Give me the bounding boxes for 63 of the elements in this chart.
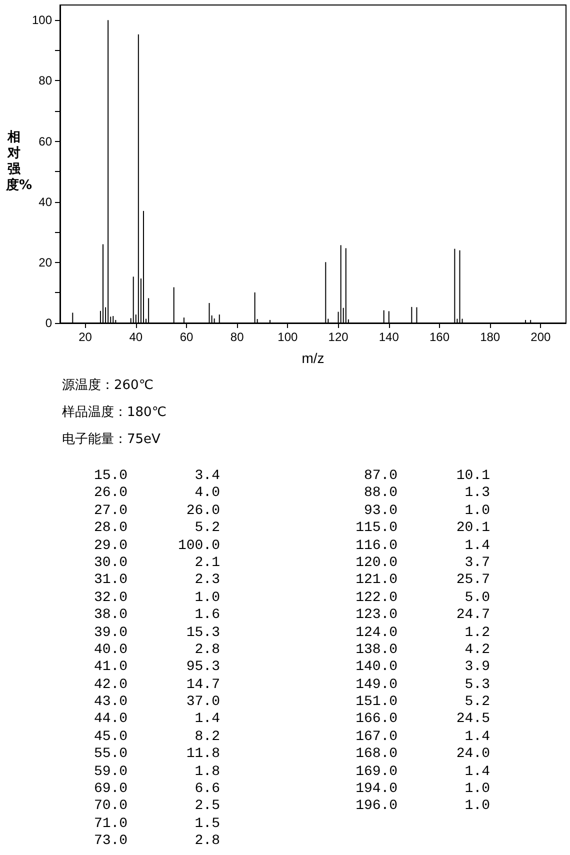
text: 55.0 11.8 [92,746,220,764]
text: 169.0 1.4 [354,764,490,782]
text: 59.0 1.8 [92,764,220,782]
text: 42.0 14.7 [92,676,220,694]
x-tick-label: 200 [530,330,552,344]
text: 39.0 15.3 [92,624,220,642]
x-tick-label: 180 [480,330,500,344]
text: 28.0 5.2 [92,520,220,538]
text: 167.0 1.4 [354,728,490,746]
text: 45.0 8.2 [92,728,220,746]
y-tick-label: 40 [38,194,52,209]
x-tick-label: 80 [230,330,244,344]
text: 166.0 24.5 [354,711,490,729]
x-tick-label: 140 [378,330,400,344]
text: 44.0 1.4 [92,711,220,729]
text: 168.0 24.0 [354,746,490,764]
text: 41.0 95.3 [92,659,220,677]
text: 151.0 5.2 [354,694,490,712]
text: 71.0 1.5 [92,816,220,834]
text: 源温度：260℃ [62,377,154,395]
text: 43.0 37.0 [92,694,220,712]
x-tick-label: 40 [129,330,143,344]
text: 116.0 1.4 [354,538,490,555]
y-axis-title: 相对强度% [6,130,32,194]
y-tick-label: 0 [45,316,52,330]
text: 121.0 25.7 [354,572,490,590]
text: 124.0 1.2 [354,624,490,642]
text: 88.0 1.3 [362,485,490,503]
text: 120.0 3.7 [354,554,490,572]
x-tick-label: 60 [180,330,194,344]
text: 32.0 1.0 [92,590,220,608]
x-tick-label: 100 [278,330,298,344]
text: 样品温度：180℃ [62,404,166,422]
text: 122.0 5.0 [354,590,490,608]
text: 87.0 10.1 [362,468,490,486]
x-tick-label: 120 [328,330,349,344]
text: 38.0 1.6 [92,607,220,625]
x-axis-title: m/z [302,350,324,366]
text: 27.0 26.0 [92,502,220,520]
text: 40.0 2.8 [92,642,220,660]
y-tick-label: 20 [38,255,52,270]
text: 93.0 1.0 [362,502,490,520]
text: 196.0 1.0 [354,798,490,816]
text: 电子能量：75eV [62,431,162,449]
y-tick-label: 60 [38,134,52,148]
text: 29.0 100.0 [92,538,220,555]
x-tick-label: 20 [78,330,92,344]
x-tick-label: 160 [429,330,450,344]
text: 70.0 2.5 [92,798,220,816]
text: 31.0 2.3 [92,572,220,590]
text: 115.0 20.1 [354,520,490,538]
text: 26.0 4.0 [92,485,220,503]
text: 138.0 4.2 [354,642,490,660]
text: 123.0 24.7 [354,607,490,625]
text: 194.0 1.0 [354,781,490,798]
text: 149.0 5.3 [354,676,490,694]
y-tick-label: 80 [38,74,52,88]
text: 69.0 6.6 [92,781,220,798]
y-tick-label: 100 [32,13,52,28]
text: 15.0 3.4 [92,468,220,486]
text: 140.0 3.9 [354,659,490,677]
text: 73.0 2.8 [92,833,220,851]
text: 30.0 2.1 [92,554,220,572]
